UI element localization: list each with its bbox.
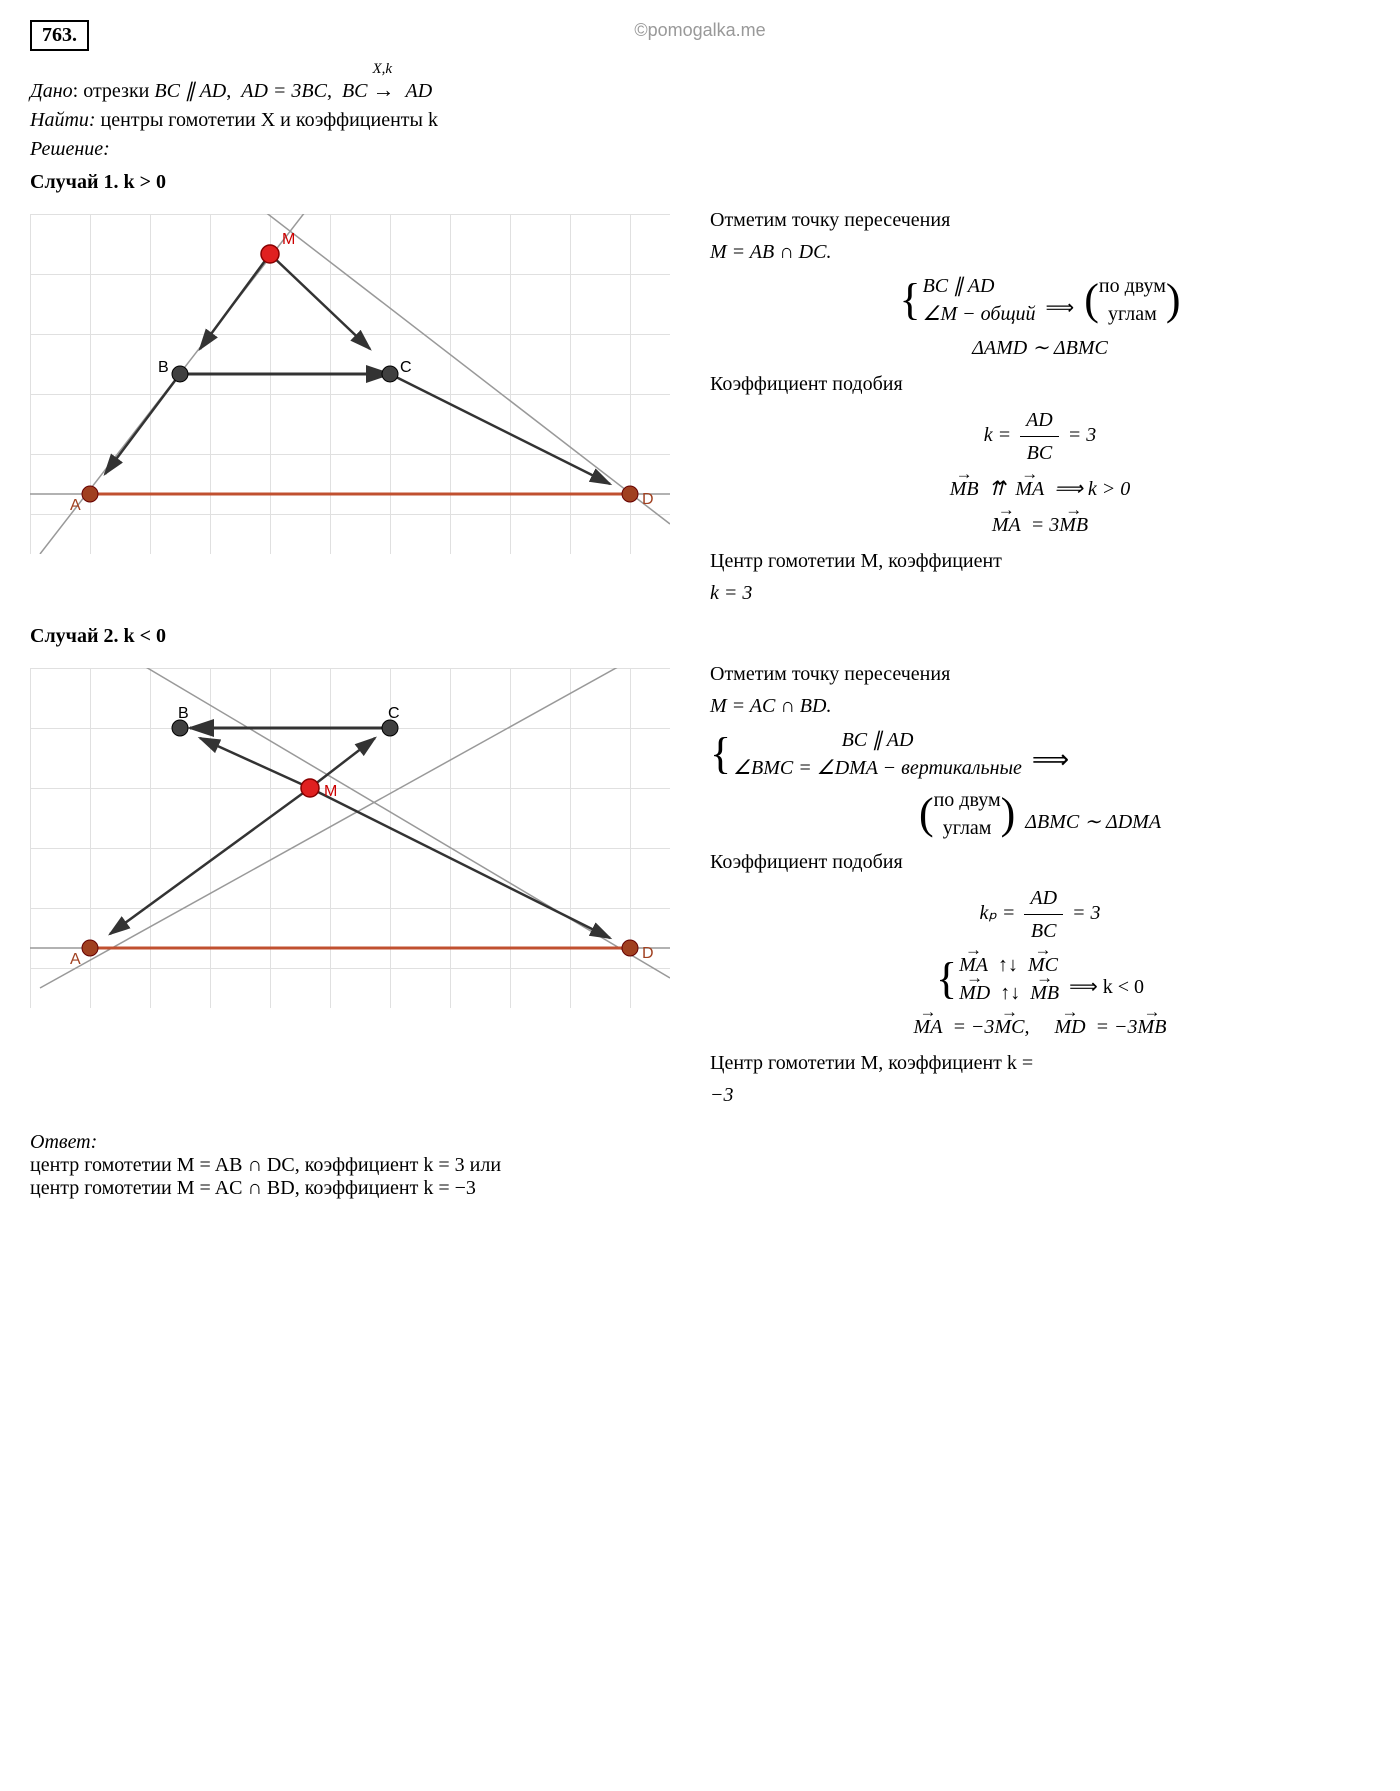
given-ad: AD — [406, 80, 433, 102]
c2-paren: ( по двум углам ) ΔBMC ∼ ΔDMA — [710, 786, 1370, 842]
c2-bl2: ∠BMC = ∠DMA − вертикальные — [733, 757, 1022, 779]
c1-num: AD — [1020, 404, 1059, 437]
find-label: Найти: — [30, 109, 96, 131]
c2-final: MA = −3MC, MD = −3MB — [710, 1011, 1370, 1043]
case1-math1: M = AB ∩ DC. — [710, 236, 1370, 268]
case1-right: Отметим точку пересечения M = AB ∩ DC. {… — [710, 204, 1370, 609]
c1-pl2: углам — [1108, 303, 1157, 325]
given-bc: BC — [342, 80, 368, 102]
given-line: Дано: отрезки BC ∥ AD, AD = 3BC, BC X,k … — [30, 77, 1370, 103]
c2-pl1: по двум — [934, 789, 1001, 811]
c2-md: MD — [959, 979, 990, 1007]
c1-k: k = — [984, 424, 1011, 446]
svg-text:M: M — [282, 231, 295, 248]
c1-sim: ΔAMD ∼ ΔBMC — [710, 332, 1370, 364]
answer-block: Ответ: центр гомотетии M = AB ∩ DC, коэф… — [30, 1131, 1370, 1200]
answer-line1: центр гомотетии M = AB ∩ DC, коэффициент… — [30, 1154, 1370, 1177]
case2-math1: M = AC ∩ BD. — [710, 690, 1370, 722]
c2-mc2: MC — [994, 1011, 1024, 1043]
case2-row: M B C A D Отметим точку пересечения M = … — [30, 658, 1370, 1111]
c2-neg3: −3 — [710, 1079, 1370, 1111]
c1-coef: Коэффициент подобия — [710, 368, 1370, 400]
problem-number: 763. — [30, 20, 89, 51]
given-math2: AD = 3BC — [241, 80, 327, 102]
svg-text:C: C — [388, 705, 400, 722]
given-sup: X,k — [373, 61, 393, 78]
c2-kneg: ⟹ k < 0 — [1069, 976, 1144, 998]
case2-right: Отметим точку пересечения M = AC ∩ BD. {… — [710, 658, 1370, 1111]
c1-imp: ⟹ — [1046, 297, 1075, 319]
c2-n3a: = −3 — [952, 1016, 994, 1038]
c2-ud1: ↑↓ — [998, 954, 1018, 976]
c2-mb2: MB — [1138, 1011, 1167, 1043]
c1-vecs: MB ⇈ MA ⟹ k > 0 — [710, 473, 1370, 505]
c2-coef: Коэффициент подобия — [710, 846, 1370, 878]
c2-keq: kₚ = AD BC = 3 — [710, 882, 1370, 947]
diagram2: M B C A D — [30, 668, 670, 1008]
c1-bl2: ∠M − общий — [923, 303, 1036, 325]
given-math1: BC ∥ AD — [154, 80, 226, 102]
c2-sim: ΔBMC ∼ ΔDMA — [1025, 811, 1161, 833]
c1-bl1: BC ∥ AD — [923, 275, 995, 297]
c2-ma2: MA — [914, 1011, 943, 1043]
svg-text:M: M — [324, 783, 337, 800]
c1-veceq: MA = 3MB — [710, 509, 1370, 541]
case1-left: M B C A D — [30, 204, 680, 609]
case2-brace: { BC ∥ AD ∠BMC = ∠DMA − вертикальные ⟹ — [710, 726, 1370, 782]
diagram1: M B C A D — [30, 214, 670, 554]
svg-text:B: B — [178, 705, 189, 722]
c1-center: Центр гомотетии M, коэффициент — [710, 545, 1370, 577]
case1-text1: Отметим точку пересечения — [710, 204, 1370, 236]
case1-row: M B C A D Отметим точку пересечения M = … — [30, 204, 1370, 609]
answer-line2: центр гомотетии M = AC ∩ BD, коэффициент… — [30, 1177, 1370, 1200]
svg-text:C: C — [400, 359, 412, 376]
c2-vecblock: { MA ↑↓ MC MD ↑↓ MB ⟹ k < 0 — [710, 951, 1370, 1007]
solution-label: Решение: — [30, 138, 1370, 161]
answer-label: Ответ: — [30, 1131, 97, 1153]
c1-mb2: MB — [1059, 509, 1088, 541]
c1-eq3: = 3 — [1068, 424, 1097, 446]
c2-num: AD — [1024, 882, 1063, 915]
svg-text:A: A — [70, 497, 81, 514]
c2-md2: MD — [1054, 1011, 1085, 1043]
given-text: : отрезки — [73, 80, 155, 102]
c1-3: = 3 — [1031, 514, 1060, 536]
svg-text:D: D — [642, 491, 654, 508]
given-label: Дано — [30, 80, 73, 102]
c2-eq3: = 3 — [1072, 902, 1101, 924]
find-line: Найти: центры гомотетии X и коэффициенты… — [30, 109, 1370, 132]
c1-keq: k = AD BC = 3 — [710, 404, 1370, 469]
c2-n3b: = −3 — [1096, 1016, 1138, 1038]
case2-title: Случай 2. k < 0 — [30, 625, 1370, 648]
c2-imp: ⟹ — [1032, 745, 1069, 774]
find-text: центры гомотетии X и коэффициенты k — [101, 109, 438, 131]
c1-pl1: по двум — [1099, 275, 1166, 297]
case1-brace: { BC ∥ AD ∠M − общий ⟹ ( по двум углам ) — [710, 272, 1370, 328]
svg-text:D: D — [642, 945, 654, 962]
c1-mb: MB — [950, 473, 979, 505]
svg-text:A: A — [70, 951, 81, 968]
c2-kp: kₚ = — [979, 902, 1015, 924]
case2-left: M B C A D — [30, 658, 680, 1111]
c1-ma2: MA — [992, 509, 1021, 541]
watermark: ©pomogalka.me — [634, 20, 765, 41]
c1-k3: k = 3 — [710, 577, 1370, 609]
c2-pl2: углам — [943, 817, 992, 839]
case2-text1: Отметим точку пересечения — [710, 658, 1370, 690]
c2-bl1: BC ∥ AD — [733, 726, 1022, 754]
svg-text:B: B — [158, 359, 169, 376]
c2-center: Центр гомотетии M, коэффициент k = — [710, 1047, 1370, 1079]
case1-title: Случай 1. k > 0 — [30, 171, 1370, 194]
